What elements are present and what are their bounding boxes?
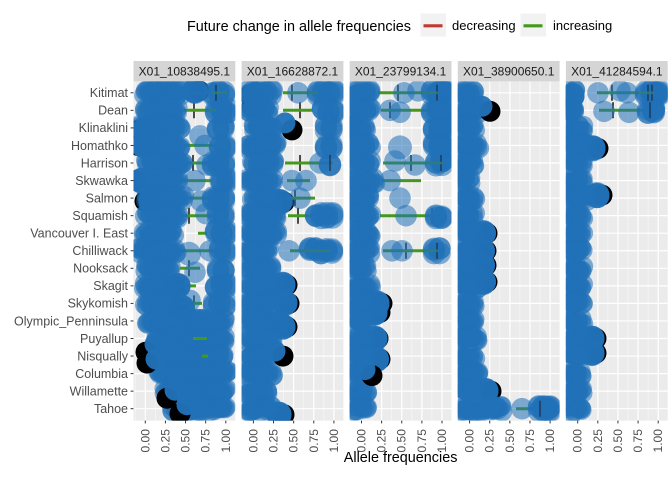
- svg-text:0.00: 0.00: [138, 429, 152, 453]
- svg-text:0.25: 0.25: [483, 429, 497, 453]
- svg-text:Allele frequencies: Allele frequencies: [344, 450, 458, 466]
- svg-text:0.75: 0.75: [199, 429, 213, 453]
- svg-text:0.50: 0.50: [611, 429, 625, 453]
- svg-text:0.00: 0.00: [463, 429, 477, 453]
- svg-text:Chilliwack: Chilliwack: [72, 244, 128, 258]
- svg-text:decreasing: decreasing: [452, 18, 516, 33]
- svg-text:Future change in allele freque: Future change in allele frequencies: [187, 19, 411, 35]
- svg-text:Skykomish: Skykomish: [68, 297, 128, 311]
- svg-text:0.00: 0.00: [355, 429, 369, 453]
- svg-text:Puyallup: Puyallup: [80, 332, 128, 346]
- svg-text:Nisqually: Nisqually: [77, 349, 128, 363]
- svg-text:0.75: 0.75: [307, 429, 321, 453]
- svg-text:0.25: 0.25: [375, 429, 389, 453]
- svg-text:0.00: 0.00: [571, 429, 585, 453]
- svg-text:Dean: Dean: [98, 104, 128, 118]
- svg-text:0.50: 0.50: [395, 429, 409, 453]
- svg-text:Columbia: Columbia: [75, 367, 128, 381]
- svg-text:Tahoe: Tahoe: [94, 402, 128, 416]
- svg-text:0.00: 0.00: [246, 429, 260, 453]
- svg-text:Klinaklini: Klinaklini: [79, 121, 128, 135]
- svg-text:0.75: 0.75: [631, 429, 645, 453]
- svg-text:Olympic_Penninsula: Olympic_Penninsula: [14, 314, 128, 328]
- svg-text:1.00: 1.00: [435, 429, 449, 453]
- svg-text:Squamish: Squamish: [72, 209, 128, 223]
- svg-text:Skwawka: Skwawka: [75, 174, 128, 188]
- svg-text:Vancouver I. East: Vancouver I. East: [30, 227, 128, 241]
- svg-text:0.75: 0.75: [415, 429, 429, 453]
- svg-text:0.25: 0.25: [267, 429, 281, 453]
- svg-text:X01_16628872.1: X01_16628872.1: [247, 64, 339, 78]
- svg-text:X01_23799134.1: X01_23799134.1: [355, 64, 447, 78]
- svg-text:1.00: 1.00: [651, 429, 665, 453]
- svg-text:0.50: 0.50: [503, 429, 517, 453]
- svg-text:0.50: 0.50: [287, 429, 301, 453]
- svg-text:Skagit: Skagit: [93, 279, 128, 293]
- svg-text:X01_38900650.1: X01_38900650.1: [463, 64, 555, 78]
- svg-text:0.50: 0.50: [179, 429, 193, 453]
- svg-text:1.00: 1.00: [327, 429, 341, 453]
- svg-text:Harrison: Harrison: [81, 156, 128, 170]
- svg-text:Salmon: Salmon: [86, 191, 128, 205]
- svg-text:Willamette: Willamette: [70, 384, 128, 398]
- svg-text:Kitimat: Kitimat: [90, 86, 129, 100]
- svg-text:0.25: 0.25: [591, 429, 605, 453]
- svg-text:increasing: increasing: [553, 18, 612, 33]
- svg-text:X01_41284594.1: X01_41284594.1: [571, 64, 663, 78]
- svg-text:Homathko: Homathko: [71, 139, 128, 153]
- svg-text:Nooksack: Nooksack: [73, 262, 129, 276]
- svg-text:1.00: 1.00: [543, 429, 557, 453]
- svg-text:1.00: 1.00: [219, 429, 233, 453]
- svg-text:0.25: 0.25: [158, 429, 172, 453]
- svg-text:0.75: 0.75: [523, 429, 537, 453]
- svg-text:X01_10838495.1: X01_10838495.1: [139, 64, 231, 78]
